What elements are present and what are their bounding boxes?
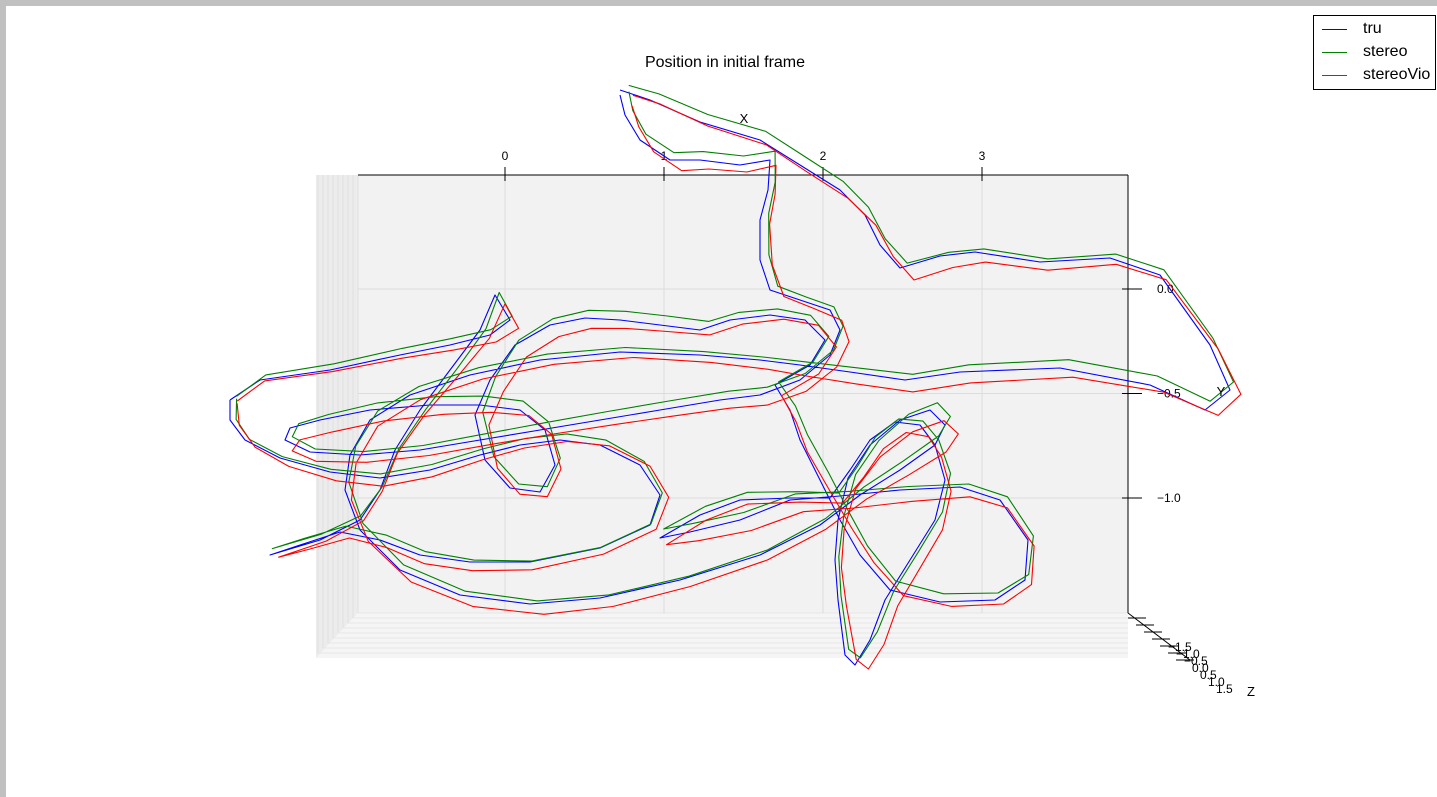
- y-tick-label: −1.0: [1157, 491, 1181, 505]
- bottom-pane: [316, 613, 1128, 658]
- legend-item-stereo: stereo: [1322, 42, 1407, 62]
- legend-swatch: [1322, 75, 1347, 76]
- x-tick-label: 2: [820, 149, 827, 163]
- y-axis-label: Y: [1217, 384, 1226, 399]
- x-axis-label: X: [740, 111, 749, 126]
- legend-label: tru: [1363, 20, 1382, 38]
- legend-label: stereoVio: [1363, 66, 1430, 84]
- x-tick-label: 0: [502, 149, 509, 163]
- z-tick-label: 1.5: [1216, 682, 1233, 696]
- legend-item-tru: tru: [1322, 19, 1382, 39]
- x-tick-label: 3: [979, 149, 986, 163]
- y-tick-label: 0.0: [1157, 282, 1174, 296]
- chart-title: Position in initial frame: [645, 54, 805, 71]
- legend: tru stereo stereoVio: [1313, 15, 1436, 90]
- legend-item-stereoVio: stereoVio: [1322, 65, 1430, 85]
- legend-label: stereo: [1363, 43, 1407, 61]
- legend-swatch: [1322, 52, 1347, 53]
- legend-swatch: [1322, 29, 1347, 30]
- z-axis-label: Z: [1247, 684, 1255, 699]
